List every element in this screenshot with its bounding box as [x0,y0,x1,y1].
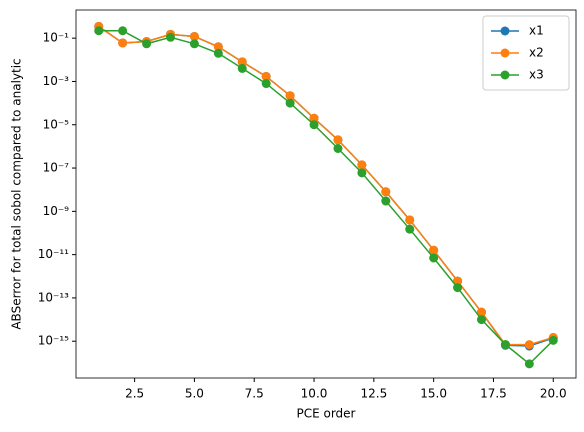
point [357,168,367,178]
y-tick-label: 10⁻¹⁵ [38,334,69,348]
point [405,215,415,225]
y-tick-label: 10⁻¹¹ [38,247,69,261]
point [381,187,391,197]
point [453,283,463,293]
x-axis-label: PCE order [296,407,355,421]
point [165,32,175,42]
legend-label: x3 [529,68,544,82]
legend-marker [500,26,510,36]
point [405,224,415,234]
y-tick-label: 10⁻⁹ [43,204,70,218]
y-tick-label: 10⁻⁵ [43,117,70,131]
point [429,253,439,263]
x-tick-label: 15.0 [420,387,447,401]
point [142,39,152,49]
point [261,79,271,89]
point [285,91,295,101]
x-tick-label: 2.5 [125,387,144,401]
point [357,160,367,170]
point [309,113,319,123]
point [524,340,534,350]
point [285,98,295,108]
legend-label: x1 [529,24,544,38]
point [500,340,510,350]
y-axis-label: ABSerror for total sobol compared to ana… [10,58,24,329]
y-tick-label: 10⁻⁷ [43,161,70,175]
point [189,39,199,49]
x-tick-label: 5.0 [185,387,204,401]
point [524,359,534,369]
x-tick-label: 10.0 [301,387,328,401]
point [333,143,343,153]
legend-marker [500,48,510,58]
x-tick-label: 20.0 [540,387,567,401]
point [237,57,247,67]
x-tick-label: 17.5 [480,387,507,401]
legend-marker [500,70,510,80]
y-tick-label: 10⁻¹³ [38,290,69,304]
point [118,26,128,36]
legend-label: x2 [529,46,544,60]
point [548,335,558,345]
point [429,245,439,255]
point [118,38,128,48]
point [477,307,487,317]
point [94,26,104,36]
point [261,71,271,81]
x-tick-label: 7.5 [245,387,264,401]
x-tick-label: 12.5 [360,387,387,401]
point [237,63,247,73]
plot-area [94,21,558,369]
point [213,42,223,52]
y-tick-label: 10⁻¹ [43,31,70,45]
point [381,196,391,206]
point [453,276,463,286]
point [213,48,223,58]
point [309,120,319,130]
point [477,315,487,325]
y-tick-label: 10⁻³ [43,74,70,88]
point [333,135,343,145]
point [189,31,199,41]
axes-frame [75,9,577,379]
